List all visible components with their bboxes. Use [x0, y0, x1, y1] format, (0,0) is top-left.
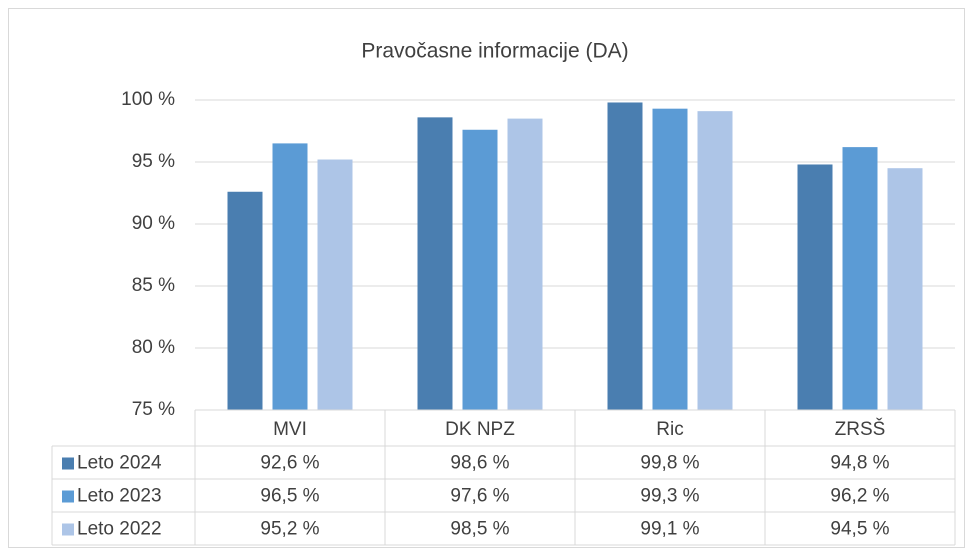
- legend-key: [62, 457, 74, 470]
- bar: [272, 143, 308, 410]
- y-tick-label: 95 %: [132, 151, 175, 172]
- bar: [317, 159, 353, 410]
- data-label: 96,5 %: [260, 486, 319, 507]
- y-tick-label: 100 %: [121, 89, 175, 110]
- data-label: 98,6 %: [450, 453, 509, 474]
- data-label: 97,6 %: [450, 486, 509, 507]
- legend-key: [62, 490, 74, 503]
- data-label: 94,5 %: [830, 519, 889, 540]
- bar: [462, 129, 498, 410]
- data-label: 99,8 %: [640, 453, 699, 474]
- data-label: 92,6 %: [260, 453, 319, 474]
- chart-title: Pravočasne informacije (DA): [361, 40, 628, 63]
- y-tick-label: 75 %: [132, 399, 175, 420]
- legend-label: Leto 2023: [77, 486, 162, 507]
- bar: [887, 168, 923, 410]
- x-tick-label: Ric: [656, 419, 683, 440]
- data-label: 98,5 %: [450, 519, 509, 540]
- x-tick-label: ZRSŠ: [835, 418, 886, 440]
- bar: [652, 108, 688, 411]
- y-tick-label: 80 %: [132, 337, 175, 358]
- bar: [507, 118, 543, 410]
- y-tick-label: 85 %: [132, 275, 175, 296]
- legend-label: Leto 2024: [77, 453, 162, 474]
- bar: [227, 191, 263, 410]
- data-label: 95,2 %: [260, 519, 319, 540]
- bar: [842, 147, 878, 410]
- y-tick-label: 90 %: [132, 213, 175, 234]
- bar: [417, 117, 453, 411]
- x-tick-label: MVI: [273, 419, 307, 440]
- data-label: 99,3 %: [640, 486, 699, 507]
- legend-label: Leto 2022: [77, 519, 162, 540]
- data-label: 94,8 %: [830, 453, 889, 474]
- legend-key: [62, 523, 74, 536]
- x-tick-label: DK NPZ: [445, 419, 515, 440]
- data-label: 96,2 %: [830, 486, 889, 507]
- bar: [697, 111, 733, 410]
- bar: [607, 102, 643, 410]
- data-label: 99,1 %: [640, 519, 699, 540]
- bar: [797, 164, 833, 410]
